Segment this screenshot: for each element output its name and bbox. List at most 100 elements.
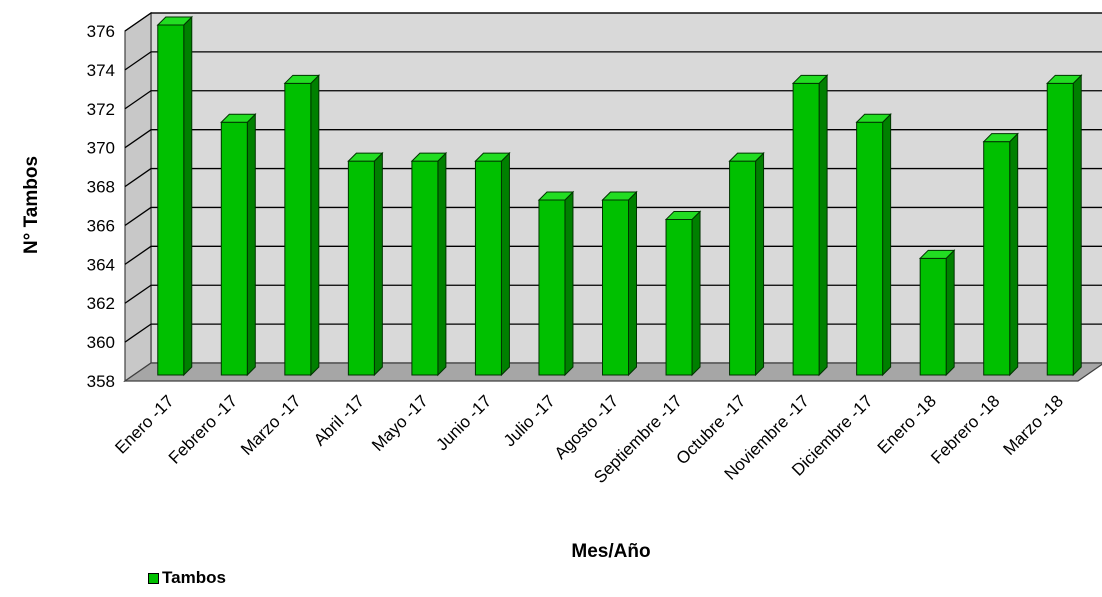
bar-top — [982, 133, 1019, 143]
y-tick-label: 366 — [87, 216, 115, 235]
bar-top — [283, 74, 321, 84]
bar-front — [474, 160, 502, 376]
gridline — [124, 245, 1102, 265]
bar-top — [537, 191, 575, 201]
bar-side — [1009, 132, 1019, 377]
bar-top — [791, 74, 829, 84]
bar-top — [728, 152, 765, 162]
bar-top — [664, 210, 702, 220]
bar — [410, 151, 448, 377]
gridline — [124, 51, 1102, 71]
bar-front — [157, 24, 185, 376]
bar-top — [347, 152, 384, 162]
gridline — [124, 206, 1102, 226]
x-tick-label: Mayo -17 — [368, 391, 432, 455]
x-tick-label: Marzo -17 — [237, 391, 305, 459]
x-tick-label: Julio -17 — [500, 391, 559, 450]
bar-front — [919, 257, 947, 376]
bar-side — [373, 151, 383, 377]
y-tick-label: 374 — [87, 61, 115, 80]
bar — [156, 15, 193, 377]
bar-front — [538, 199, 566, 376]
side-wall — [124, 11, 152, 383]
bars — [156, 15, 1083, 377]
bar-side — [755, 151, 765, 377]
bar-top — [156, 16, 193, 26]
bar-side — [500, 151, 510, 377]
bar-front — [792, 82, 820, 376]
x-tick-label: Febrero -17 — [165, 391, 241, 467]
bar-top — [855, 113, 892, 123]
gridlines — [124, 12, 1102, 343]
legend-label: Tambos — [162, 568, 226, 587]
x-tick-label: Febrero -18 — [927, 391, 1003, 467]
bar — [1046, 74, 1083, 377]
bar — [220, 113, 257, 377]
bar-side — [183, 15, 193, 377]
gridline — [124, 167, 1102, 188]
bar-side — [564, 190, 574, 377]
y-tick-label: 360 — [87, 333, 115, 352]
bar — [347, 151, 384, 377]
bar-top — [1046, 74, 1083, 84]
bar-front — [347, 160, 375, 376]
y-tick-label: 376 — [87, 22, 115, 41]
bar-front — [665, 218, 693, 376]
y-axis-title: N° Tambos — [21, 156, 42, 254]
bar-side — [310, 74, 320, 377]
y-tick-label: 370 — [87, 139, 115, 158]
bar — [283, 74, 321, 377]
gridline — [124, 12, 1102, 32]
x-tick-label: Enero -17 — [111, 391, 177, 457]
y-tick-label: 358 — [87, 372, 115, 391]
bar-top — [474, 152, 511, 162]
bar-side — [628, 190, 637, 377]
bar-side — [437, 151, 447, 377]
bar-front — [1046, 82, 1074, 376]
bar-top — [918, 249, 956, 259]
bar-front — [602, 199, 629, 376]
bar-side — [945, 249, 955, 377]
legend: Tambos — [148, 568, 226, 588]
bar — [601, 190, 638, 377]
bar-side — [1072, 74, 1082, 377]
y-tick-label: 364 — [87, 255, 115, 274]
y-axis-ticks: 358 360 362 364 366 368 370 372 374 376 — [87, 22, 115, 391]
y-tick-label: 368 — [87, 178, 115, 197]
bar — [537, 190, 575, 377]
bar-side — [691, 210, 701, 377]
x-tick-label: Enero -18 — [874, 391, 940, 457]
bar-side — [882, 113, 892, 377]
gridline — [124, 284, 1102, 304]
legend-swatch — [148, 572, 159, 584]
bar — [664, 210, 702, 377]
bar — [982, 132, 1019, 377]
bar-side — [246, 113, 256, 377]
bar — [791, 74, 829, 377]
x-axis-title: Mes/Año — [571, 541, 650, 562]
bar-top — [220, 113, 257, 123]
bar — [918, 249, 956, 377]
y-tick-label: 362 — [87, 294, 115, 313]
bar-front — [729, 160, 757, 376]
bar — [474, 151, 511, 377]
bar-top — [601, 191, 638, 201]
y-tick-label: 372 — [87, 100, 115, 119]
x-tick-label: Junio -17 — [432, 391, 495, 454]
bar-front — [856, 121, 884, 376]
bar — [855, 113, 892, 377]
gridline — [124, 129, 1102, 149]
x-tick-label: Marzo -18 — [1000, 391, 1068, 459]
gridline — [124, 90, 1102, 110]
bar-front — [220, 121, 248, 376]
bar — [728, 151, 765, 377]
bar-top — [410, 152, 448, 162]
gridline — [124, 323, 1102, 343]
bar-front — [284, 82, 312, 376]
bar-side — [818, 74, 828, 377]
x-tick-label: Abril -17 — [310, 391, 368, 449]
bar-front — [983, 141, 1011, 376]
bar-front — [411, 160, 439, 376]
